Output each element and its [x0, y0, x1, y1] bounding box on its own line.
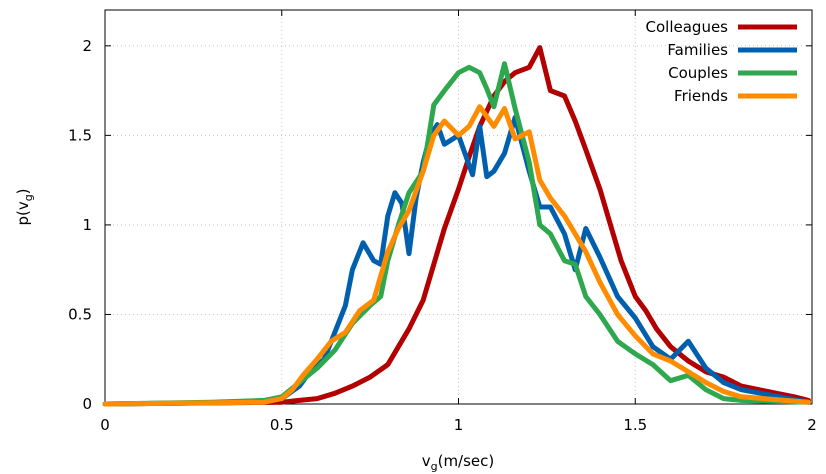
y-tick-label: 1.5 [68, 126, 92, 144]
y-tick-label: 1 [82, 216, 92, 234]
series-lines [102, 45, 811, 407]
x-tick-label: 1 [454, 416, 464, 434]
y-tick-label: 0.5 [68, 305, 92, 323]
series-line-friends [102, 104, 811, 407]
x-tick-label: 0.5 [270, 416, 294, 434]
series-line-couples [102, 61, 811, 407]
series-line-colleagues [102, 45, 811, 407]
y-tick-label: 0 [82, 395, 92, 413]
legend-label-families: Families [667, 41, 728, 59]
x-axis-label: vg(m/sec) [422, 452, 495, 473]
series-line-families [102, 115, 811, 407]
legend: Colleagues Families Couples Friends [646, 18, 797, 105]
legend-label-friends: Friends [674, 87, 728, 105]
legend-label-couples: Couples [668, 64, 728, 82]
y-tick-label: 2 [82, 37, 92, 55]
x-tick-label: 1.5 [623, 416, 647, 434]
legend-label-colleagues: Colleagues [646, 18, 729, 36]
x-tick-label: 2 [807, 416, 817, 434]
x-axis: 0 0.5 1 1.5 2 [100, 10, 817, 434]
y-axis-label: p(vg) [14, 188, 35, 225]
y-axis: 0 0.5 1 1.5 2 [68, 37, 812, 413]
x-tick-label: 0 [100, 416, 110, 434]
